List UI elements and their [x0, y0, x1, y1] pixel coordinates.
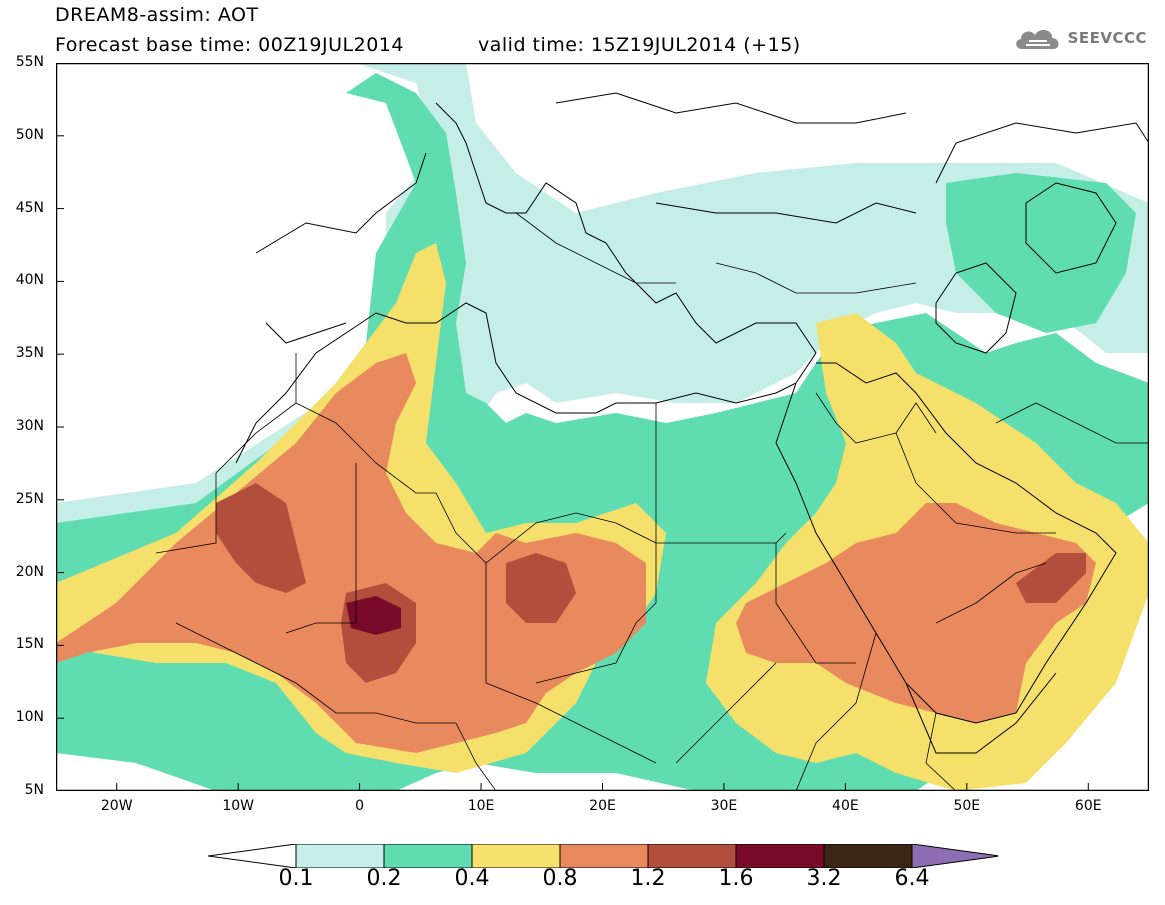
country-borders	[155, 212, 1149, 791]
colorbar-min-triangle	[208, 844, 297, 868]
lat-label: 20N	[15, 563, 44, 580]
aot-field	[56, 63, 1149, 791]
lat-label: 10N	[15, 709, 44, 726]
aot-level-1.2	[216, 483, 306, 593]
lat-label: 30N	[15, 418, 44, 434]
colorbar-box	[471, 844, 561, 868]
chart-title: DREAM8-assim: AOT	[55, 4, 259, 26]
cloud-logo-icon	[1015, 29, 1059, 49]
aot-level-1.6	[346, 596, 401, 635]
colorbar-max-triangle	[911, 844, 998, 868]
lon-label: 0	[355, 798, 365, 814]
lat-label: 45N	[15, 199, 44, 216]
lon-label: 40E	[832, 798, 859, 814]
map-ticks	[56, 63, 1089, 791]
seevccc-logo: SEEVCCC	[1012, 20, 1147, 56]
colorbar-label: 0.4	[454, 866, 490, 891]
lon-label: 20W	[100, 798, 133, 814]
lon-label: 20E	[589, 798, 616, 814]
lat-label: 40N	[15, 272, 44, 289]
lat-label: 55N	[15, 54, 44, 70]
lat-label: 15N	[15, 636, 44, 653]
aot-level-1.2-oman	[1016, 553, 1086, 603]
valid-time: valid time: 15Z19JUL2014 (+15)	[478, 34, 801, 56]
colorbar-box	[559, 844, 649, 868]
colorbar-label: 0.2	[366, 866, 402, 891]
lat-label: 25N	[15, 490, 44, 507]
coastlines	[235, 92, 1149, 754]
map-frame-border	[56, 63, 1149, 791]
colorbar-box	[647, 844, 737, 868]
colorbar-label: 1.2	[630, 866, 666, 891]
lat-label: 35N	[15, 345, 44, 362]
colorbar-label: 0.1	[278, 866, 314, 891]
colorbar-label: 1.6	[718, 866, 754, 891]
colorbar-box	[735, 844, 825, 868]
colorbar-label: 3.2	[806, 866, 842, 891]
lat-label: 50N	[15, 126, 44, 143]
aot-level-0.2-caspian	[946, 173, 1136, 333]
colorbar	[208, 844, 998, 868]
map-area	[56, 63, 1149, 791]
colorbar-label: 0.8	[542, 866, 578, 891]
colorbar-box	[295, 844, 385, 868]
colorbar-box	[823, 844, 913, 868]
lon-label: 10W	[222, 798, 254, 814]
lat-label: 5N	[24, 782, 44, 798]
logo-text: SEEVCCC	[1067, 29, 1147, 47]
lon-label: 30E	[710, 798, 738, 814]
forecast-base-time: Forecast base time: 00Z19JUL2014	[55, 34, 404, 56]
colorbar-box	[383, 844, 473, 868]
lon-label: 60E	[1074, 798, 1102, 814]
lon-label: 50E	[953, 798, 981, 814]
aot-level-0.8-arabia	[736, 503, 1096, 723]
lon-label: 10E	[467, 798, 495, 814]
aot-level-0.8	[56, 353, 646, 753]
aot-level-1.2-chad	[506, 553, 576, 623]
colorbar-label: 6.4	[894, 866, 930, 891]
